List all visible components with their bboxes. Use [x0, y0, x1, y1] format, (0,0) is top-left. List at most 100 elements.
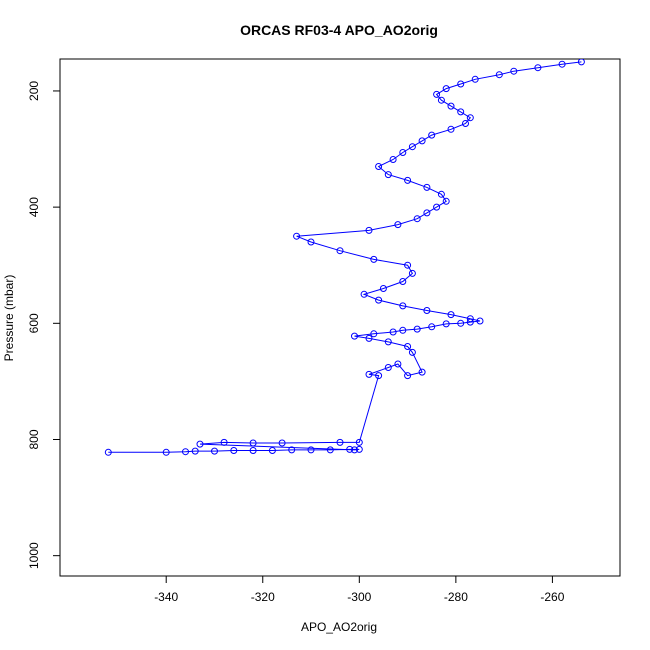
x-tick-label: -320	[251, 590, 275, 604]
data-point	[307, 238, 315, 246]
plot-frame	[59, 58, 621, 577]
data-point	[394, 360, 402, 368]
data-point	[428, 323, 436, 331]
data-point	[394, 221, 402, 229]
data-point	[447, 125, 455, 133]
data-point	[104, 448, 112, 456]
data-point	[384, 171, 392, 179]
data-point	[457, 80, 465, 88]
data-point	[404, 372, 412, 380]
data-point	[442, 320, 450, 328]
data-point	[230, 447, 238, 454]
plot-area	[104, 59, 585, 456]
data-point	[418, 368, 426, 376]
y-tick-label: 800	[27, 429, 41, 449]
data-point	[437, 190, 445, 198]
data-point	[278, 439, 286, 447]
y-axis: 200 400 600 800 1000	[27, 81, 61, 569]
data-point	[423, 209, 431, 217]
data-point	[447, 311, 455, 319]
data-point	[404, 261, 412, 269]
data-point	[326, 446, 334, 454]
data-point	[433, 90, 441, 98]
data-point	[162, 448, 170, 456]
data-point	[466, 318, 474, 326]
data-point	[423, 183, 431, 191]
data-point	[437, 96, 445, 104]
data-point	[408, 143, 416, 151]
data-point	[307, 446, 315, 454]
y-tick-label: 1000	[27, 542, 41, 569]
x-tick-label: -260	[540, 590, 564, 604]
series-line	[108, 61, 582, 453]
data-point	[442, 85, 450, 93]
data-point	[399, 326, 407, 334]
data-point	[413, 325, 421, 333]
data-point	[510, 67, 518, 75]
y-tick-label: 400	[27, 197, 41, 217]
data-point	[379, 285, 387, 292]
y-axis-label: Pressure (mbar)	[2, 275, 16, 362]
data-point	[408, 348, 416, 356]
data-point	[293, 232, 301, 240]
data-point	[423, 307, 431, 314]
data-point	[404, 176, 412, 184]
data-point	[365, 226, 373, 234]
data-point	[534, 64, 542, 72]
data-point	[365, 334, 373, 342]
data-point	[384, 364, 392, 371]
data-point	[495, 71, 503, 79]
data-point	[404, 343, 412, 350]
data-point	[389, 156, 397, 163]
data-point	[577, 59, 585, 66]
data-point	[370, 255, 378, 263]
data-point	[182, 448, 189, 456]
x-axis-label: APO_AO2orig	[301, 620, 377, 634]
data-point	[558, 60, 566, 68]
data-point	[384, 338, 392, 346]
chart-title: ORCAS RF03-4 APO_AO2orig	[240, 22, 438, 38]
data-point	[211, 447, 218, 455]
data-point	[389, 328, 397, 336]
data-point	[375, 372, 383, 380]
data-point	[191, 447, 199, 455]
data-point	[355, 445, 363, 453]
data-point	[433, 203, 441, 211]
data-point	[351, 332, 358, 340]
data-point	[288, 446, 296, 454]
data-point	[442, 197, 450, 205]
data-point	[196, 440, 204, 448]
data-point	[351, 446, 358, 454]
data-point	[346, 445, 354, 453]
data-point	[375, 163, 383, 170]
data-point	[399, 302, 407, 310]
data-point	[428, 131, 436, 139]
data-point	[249, 439, 257, 447]
data-point	[471, 75, 479, 83]
x-axis: -340 -320 -300 -280 -260	[154, 575, 565, 604]
data-point	[268, 447, 276, 454]
data-point	[370, 330, 378, 338]
data-point	[462, 120, 469, 127]
data-point	[249, 447, 257, 454]
data-point	[336, 438, 344, 446]
x-tick-label: -280	[444, 590, 468, 604]
data-point	[466, 114, 474, 122]
data-point	[447, 102, 455, 110]
data-point	[418, 137, 426, 145]
x-tick-label: -340	[154, 590, 178, 604]
data-point	[365, 370, 373, 378]
data-point	[457, 108, 465, 116]
data-point	[413, 215, 421, 223]
data-point	[336, 247, 344, 255]
data-point	[399, 149, 407, 156]
data-point	[457, 319, 465, 327]
y-tick-label: 200	[27, 81, 41, 101]
data-point	[375, 296, 383, 304]
data-point	[355, 438, 363, 446]
x-tick-label: -300	[347, 590, 371, 604]
data-point	[466, 315, 474, 323]
data-point	[408, 269, 416, 277]
data-point	[476, 317, 484, 325]
